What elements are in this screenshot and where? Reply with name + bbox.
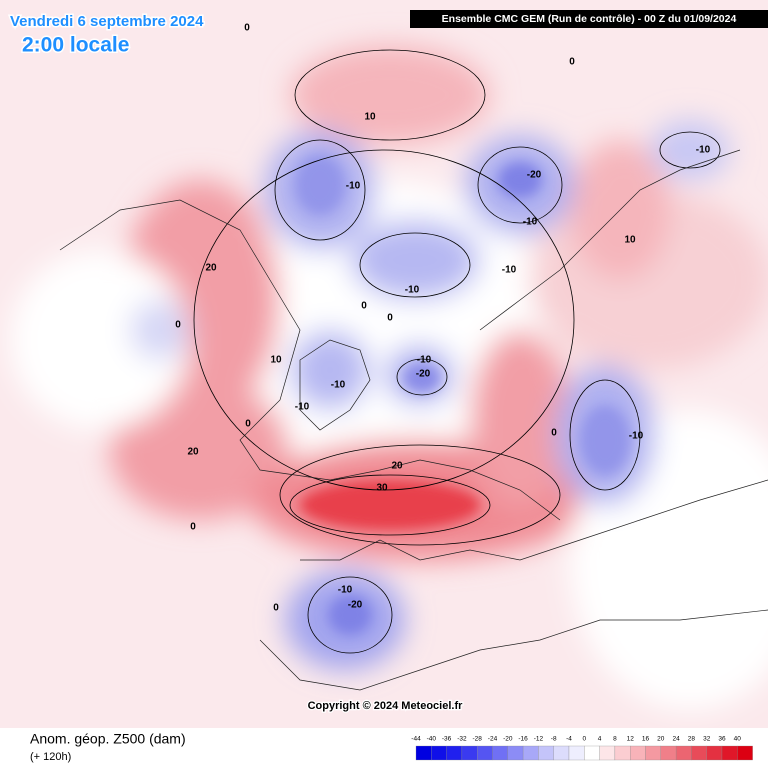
contour-label: 10 bbox=[270, 355, 282, 366]
colorbar-swatch bbox=[614, 745, 631, 761]
contour-label: 20 bbox=[205, 263, 217, 274]
contour-label: -10 bbox=[629, 431, 644, 442]
colorbar-label: -28 bbox=[472, 736, 482, 743]
contour-label: 0 bbox=[245, 419, 251, 430]
colorbar-swatch bbox=[737, 745, 753, 761]
colorbar-swatch bbox=[706, 745, 723, 761]
colorbar-label: -36 bbox=[442, 736, 452, 743]
contour-label: 30 bbox=[376, 483, 388, 494]
contour-labels: 0 0 10 -10 -10 -20 -10 10 20 -10 -10 0 0 0 10 -10 -10 -20… bbox=[175, 23, 710, 614]
colorbar-label: 28 bbox=[688, 736, 696, 743]
colorbar-label: 4 bbox=[598, 736, 602, 743]
colorbar-label: 32 bbox=[703, 736, 711, 743]
contour-label: -10 bbox=[405, 285, 420, 296]
colorbar-label: -8 bbox=[551, 736, 557, 743]
colorbar-label: 40 bbox=[734, 736, 742, 743]
contour-label: 20 bbox=[391, 461, 403, 472]
colorbar-label: -20 bbox=[503, 736, 513, 743]
colorbar-label: 8 bbox=[613, 736, 617, 743]
colorbar-swatch bbox=[538, 745, 554, 761]
contour-label: 0 bbox=[569, 57, 575, 68]
contour-label: -10 bbox=[295, 402, 310, 413]
colorbar-swatch bbox=[691, 745, 707, 761]
colorbar-label: -4 bbox=[566, 736, 572, 743]
coastlines bbox=[59, 149, 768, 691]
colorbar-swatch bbox=[675, 745, 692, 761]
date-title: Vendredi 6 septembre 2024 bbox=[10, 13, 204, 30]
contour-label: 0 bbox=[551, 428, 557, 439]
colorbar-swatch bbox=[492, 745, 508, 761]
colorbar-label: 24 bbox=[672, 736, 680, 743]
contour-label: 0 bbox=[190, 522, 196, 533]
contour-label: -10 bbox=[523, 217, 538, 228]
contour-label: 20 bbox=[187, 447, 199, 458]
colorbar-swatch bbox=[431, 745, 447, 761]
colorbar-label: -12 bbox=[534, 736, 544, 743]
colorbar-label: 16 bbox=[642, 736, 650, 743]
colorbar-swatch bbox=[584, 745, 600, 761]
contour-label: -10 bbox=[346, 181, 361, 192]
anomaly-core bbox=[295, 155, 630, 635]
field-name: Anom. géop. Z500 (dam) bbox=[30, 731, 186, 747]
colorbar-swatch bbox=[660, 745, 677, 761]
contour-label: -10 bbox=[696, 145, 711, 156]
colorbar-label: 36 bbox=[718, 736, 726, 743]
colorbar-label: 12 bbox=[627, 736, 635, 743]
contour-label: 0 bbox=[387, 313, 393, 324]
contour-label: 0 bbox=[175, 320, 181, 331]
contour-label: -20 bbox=[416, 369, 431, 380]
model-banner bbox=[410, 10, 768, 28]
contour-label: -10 bbox=[417, 355, 432, 366]
contour-label: -20 bbox=[348, 600, 363, 611]
colorbar-swatch bbox=[446, 745, 463, 761]
contour-label: 10 bbox=[364, 112, 376, 123]
contour-label: -20 bbox=[527, 170, 542, 181]
contour-label: 10 bbox=[624, 235, 636, 246]
local-time: 2:00 locale bbox=[22, 34, 129, 57]
contour-label: -10 bbox=[331, 380, 346, 391]
model-info: Ensemble CMC GEM (Run de contrôle) - 00 … bbox=[442, 13, 737, 25]
colorbar-swatch bbox=[568, 745, 585, 761]
colorbar-swatch bbox=[553, 745, 570, 761]
copyright: Copyright © 2024 Meteociel.fr bbox=[308, 700, 464, 712]
colorbar-swatch bbox=[415, 745, 432, 761]
colorbar-label: -16 bbox=[518, 736, 528, 743]
colorbar-swatch bbox=[507, 745, 524, 761]
colorbar-swatch bbox=[461, 745, 478, 761]
colorbar: -44 -40 -36 -32 -28 -24 -20 -16 -12 -8 -4 0 4 8 12 16 20… bbox=[411, 736, 753, 761]
colorbar-swatch bbox=[599, 745, 616, 761]
colorbar-label: -24 bbox=[488, 736, 498, 743]
colorbar-swatch bbox=[477, 745, 493, 761]
colorbar-label: 0 bbox=[582, 736, 586, 743]
contour-label: -10 bbox=[338, 585, 353, 596]
contours bbox=[193, 49, 721, 654]
contour-label: 0 bbox=[244, 23, 250, 34]
lead-time: (+ 120h) bbox=[30, 751, 71, 763]
contour-label: 0 bbox=[273, 603, 279, 614]
colorbar-swatch bbox=[721, 745, 738, 761]
colorbar-swatch bbox=[630, 745, 646, 761]
colorbar-label: -32 bbox=[457, 736, 467, 743]
colorbar-swatch bbox=[645, 745, 661, 761]
contour-label: 0 bbox=[361, 301, 367, 312]
colorbar-swatch bbox=[522, 745, 539, 761]
colorbar-label: -44 bbox=[411, 736, 421, 743]
colorbar-label: 20 bbox=[657, 736, 665, 743]
colorbar-label: -40 bbox=[427, 736, 437, 743]
contour-label: -10 bbox=[502, 265, 517, 276]
